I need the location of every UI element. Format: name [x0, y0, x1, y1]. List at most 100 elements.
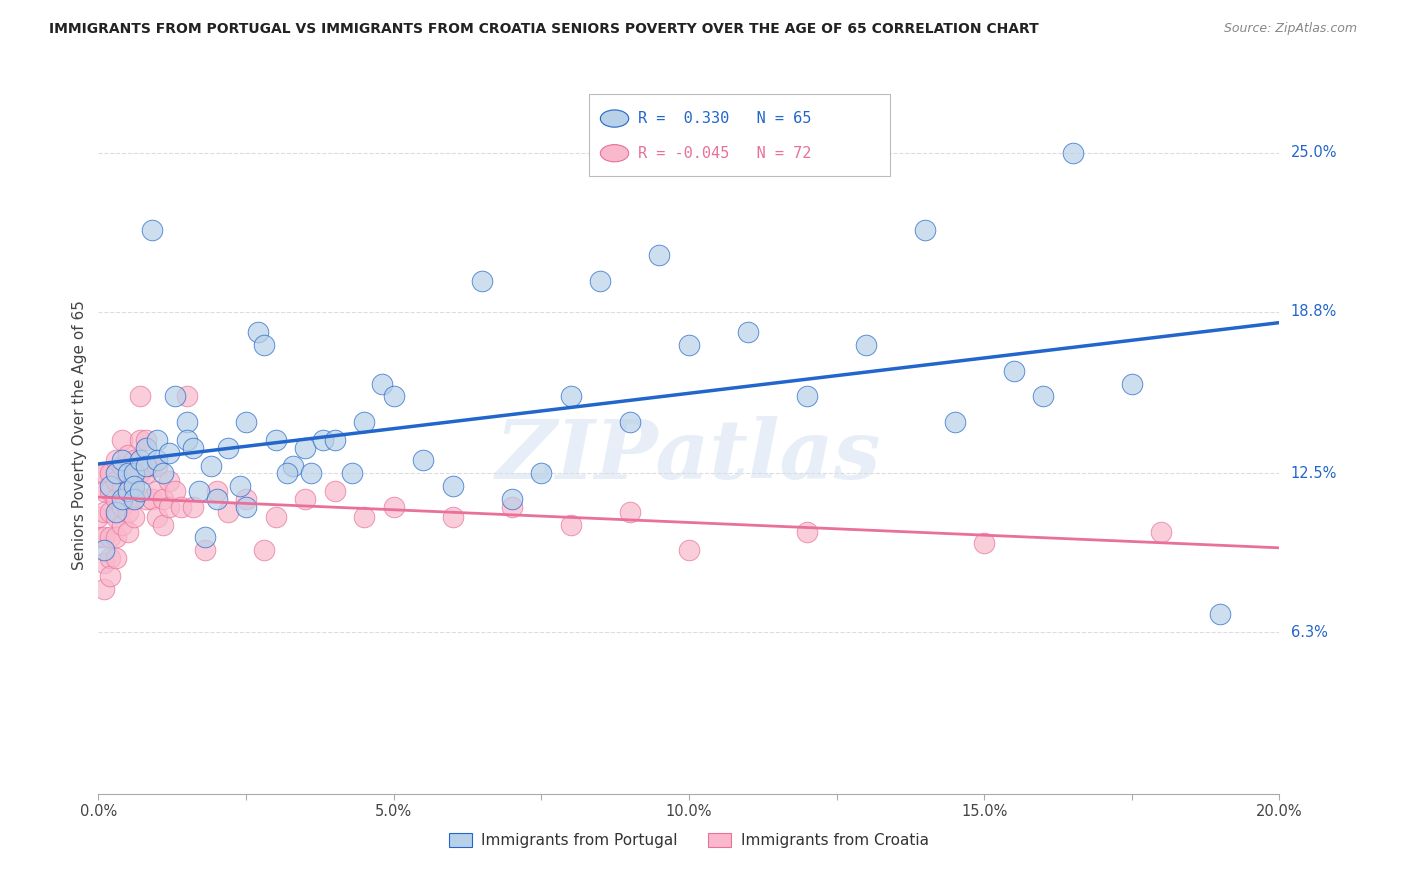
Text: 12.5%: 12.5%: [1291, 466, 1337, 481]
Point: [471, 274, 494, 288]
Point: [105, 551, 128, 566]
Text: 6.3%: 6.3%: [1291, 624, 1327, 640]
Point: [264, 433, 287, 447]
Text: 25.0%: 25.0%: [1291, 145, 1337, 161]
Point: [146, 484, 169, 499]
Point: [796, 389, 818, 403]
Point: [200, 458, 222, 473]
Text: ZIPatlas: ZIPatlas: [496, 417, 882, 496]
Point: [312, 433, 335, 447]
Point: [93, 467, 115, 481]
Point: [1002, 364, 1025, 378]
Point: [678, 543, 700, 558]
Point: [560, 517, 582, 532]
Point: [146, 510, 169, 524]
Point: [122, 453, 145, 467]
Point: [412, 453, 434, 467]
Point: [371, 376, 394, 391]
Point: [619, 505, 641, 519]
Point: [152, 467, 174, 481]
Point: [93, 530, 115, 544]
Point: [98, 551, 121, 566]
Point: [93, 582, 115, 596]
Point: [229, 479, 252, 493]
Point: [105, 491, 128, 506]
Point: [235, 500, 257, 514]
Point: [87, 467, 110, 481]
Point: [382, 500, 405, 514]
Point: [128, 484, 150, 499]
Point: [105, 505, 128, 519]
Point: [117, 484, 139, 499]
Point: [181, 500, 204, 514]
Point: [914, 222, 936, 236]
Point: [737, 326, 759, 340]
Point: [135, 491, 157, 506]
Point: [98, 530, 121, 544]
Point: [176, 433, 198, 447]
Point: [441, 510, 464, 524]
Text: IMMIGRANTS FROM PORTUGAL VS IMMIGRANTS FROM CROATIA SENIORS POVERTY OVER THE AGE: IMMIGRANTS FROM PORTUGAL VS IMMIGRANTS F…: [49, 22, 1039, 37]
Point: [973, 535, 995, 549]
Point: [1032, 389, 1054, 403]
Point: [501, 500, 523, 514]
Point: [117, 467, 139, 481]
Point: [128, 453, 150, 467]
Point: [87, 510, 110, 524]
Point: [146, 458, 169, 473]
Point: [353, 415, 375, 429]
Point: [135, 467, 157, 481]
Point: [128, 467, 150, 481]
Point: [141, 458, 163, 473]
Point: [93, 556, 115, 570]
Point: [128, 389, 150, 403]
Y-axis label: Seniors Poverty Over the Age of 65: Seniors Poverty Over the Age of 65: [72, 300, 87, 570]
Point: [323, 484, 346, 499]
Point: [128, 433, 150, 447]
Point: [117, 484, 139, 499]
Point: [441, 479, 464, 493]
Point: [87, 530, 110, 544]
Text: R = -0.045   N = 72: R = -0.045 N = 72: [638, 145, 811, 161]
Point: [264, 510, 287, 524]
Point: [342, 467, 364, 481]
Point: [146, 433, 169, 447]
Point: [165, 389, 187, 403]
Point: [176, 415, 198, 429]
Point: [796, 525, 818, 540]
Point: [1121, 376, 1143, 391]
Point: [187, 484, 209, 499]
Point: [135, 458, 157, 473]
Point: [122, 510, 145, 524]
Point: [283, 458, 305, 473]
Point: [560, 389, 582, 403]
Point: [170, 500, 193, 514]
Point: [205, 491, 228, 506]
Point: [501, 491, 523, 506]
Point: [122, 479, 145, 493]
Point: [111, 479, 134, 493]
Point: [111, 458, 134, 473]
Point: [353, 510, 375, 524]
Point: [93, 484, 115, 499]
Point: [1150, 525, 1173, 540]
Point: [98, 484, 121, 499]
Point: [105, 530, 128, 544]
Point: [93, 543, 115, 558]
Point: [194, 543, 217, 558]
Point: [194, 530, 217, 544]
Point: [217, 505, 239, 519]
Point: [678, 338, 700, 352]
Point: [157, 500, 180, 514]
Point: [165, 484, 187, 499]
Point: [105, 453, 128, 467]
Point: [152, 491, 174, 506]
Circle shape: [600, 145, 628, 161]
Point: [157, 474, 180, 488]
Point: [98, 479, 121, 493]
Point: [111, 453, 134, 467]
Point: [217, 441, 239, 455]
FancyBboxPatch shape: [589, 94, 890, 177]
Point: [141, 491, 163, 506]
Point: [105, 510, 128, 524]
